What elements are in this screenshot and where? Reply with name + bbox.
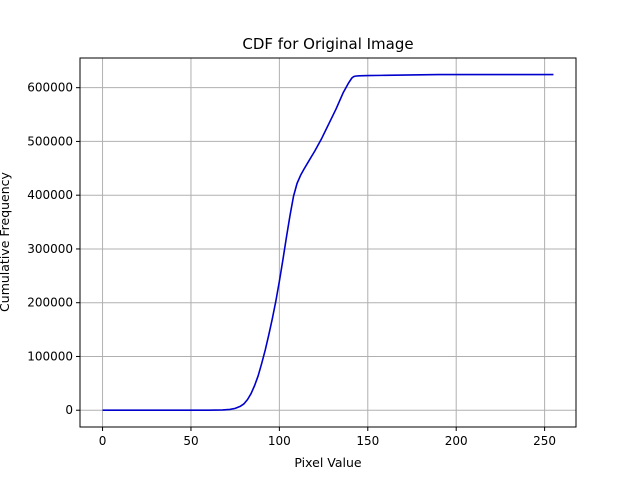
- x-tick-label: 50: [183, 434, 198, 448]
- y-tick-label: 200000: [27, 296, 73, 310]
- series-layer: [102, 73, 554, 412]
- chart-title: CDF for Original Image: [242, 35, 413, 53]
- cdf-series-line: [102, 73, 554, 412]
- tick-layer: 0 50 100 150 200 250 0 100000 200000 300000 400000…: [27, 81, 556, 448]
- y-tick-label: 100000: [27, 349, 73, 363]
- grid-layer: [80, 58, 576, 427]
- x-tick-label: 250: [533, 434, 556, 448]
- y-tick-label: 500000: [27, 134, 73, 148]
- y-tick-label: 400000: [27, 188, 73, 202]
- y-axis-label: Cumulative Frequency: [0, 171, 12, 311]
- y-tick-label: 0: [65, 403, 73, 417]
- x-tick-label: 200: [445, 434, 468, 448]
- plot-frame: [79, 57, 577, 428]
- y-tick-label: 300000: [27, 242, 73, 256]
- x-tick-label: 100: [268, 434, 291, 448]
- y-tick-label: 600000: [27, 81, 73, 95]
- x-tick-label: 150: [356, 434, 379, 448]
- x-tick-label: 0: [99, 434, 107, 448]
- x-axis-label: Pixel Value: [294, 455, 362, 470]
